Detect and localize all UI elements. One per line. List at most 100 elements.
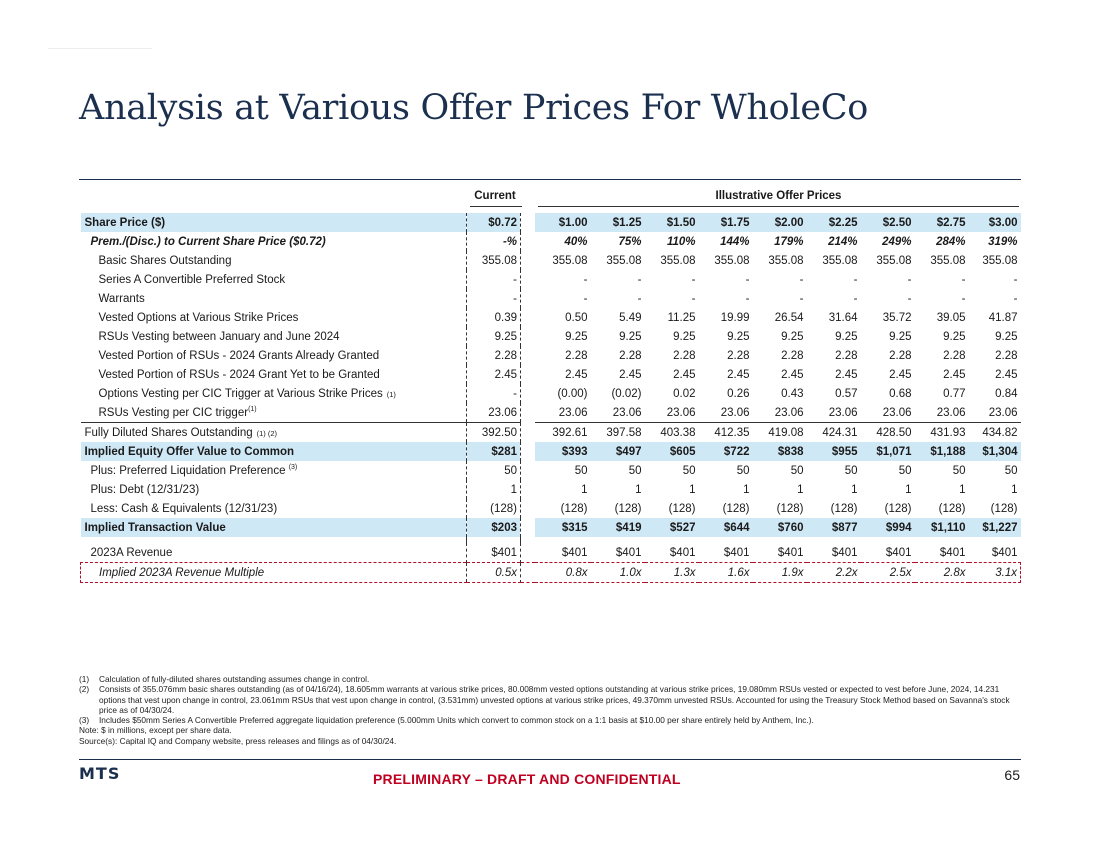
offer-value: 50 xyxy=(790,464,804,477)
offer-value: (128) xyxy=(668,502,696,515)
offer-value: - xyxy=(745,292,750,305)
row-cash: Less: Cash & Equivalents (12/31/23) (128… xyxy=(81,499,1021,518)
group-header-illustrative-underline xyxy=(538,206,1019,207)
offer-value: 355.08 xyxy=(606,254,642,267)
offer-value: 1 xyxy=(959,483,966,496)
offer-value: 2.28 xyxy=(835,349,858,362)
offer-value: 419.08 xyxy=(752,422,807,442)
offer-value: $955 xyxy=(806,442,861,461)
offer-value: $1.25 xyxy=(590,213,645,232)
row-rsus-jan-jun: RSUs Vesting between January and June 20… xyxy=(81,327,1021,346)
title-divider xyxy=(79,179,1021,180)
current-value: (128) xyxy=(466,499,521,518)
offer-value: 355.08 xyxy=(930,254,966,267)
offer-value: (128) xyxy=(938,502,966,515)
offer-value: (0.00) xyxy=(557,387,588,400)
offer-value: 9.25 xyxy=(781,330,804,343)
offer-value: 2.45 xyxy=(943,368,966,381)
offer-value: 9.25 xyxy=(565,330,588,343)
offer-value: $527 xyxy=(644,518,699,537)
offer-value: 39.05 xyxy=(936,311,966,324)
row-warrants: Warrants - - - - - - - - - - xyxy=(81,289,1021,308)
offer-value: 26.54 xyxy=(774,311,804,324)
row-options-cic: Options Vesting per CIC Trigger at Vario… xyxy=(81,384,1021,403)
offer-value: 428.50 xyxy=(860,422,915,442)
offer-value: 50 xyxy=(736,464,750,477)
page-title: Analysis at Various Offer Prices For Who… xyxy=(79,88,868,128)
offer-value: $2.00 xyxy=(752,213,807,232)
footer-divider xyxy=(79,759,1021,760)
offer-value: $760 xyxy=(752,518,807,537)
current-value: 355.08 xyxy=(466,251,521,270)
offer-value: - xyxy=(961,292,966,305)
offer-value: 214% xyxy=(828,235,858,248)
row-label: Options Vesting per CIC Trigger at Vario… xyxy=(98,387,396,400)
offer-value: (0.02) xyxy=(611,387,642,400)
offer-value: 9.25 xyxy=(619,330,642,343)
current-value: 23.06 xyxy=(466,403,521,423)
offer-value: $1.00 xyxy=(534,213,591,232)
offer-value: 9.25 xyxy=(995,330,1018,343)
offer-value: $1,188 xyxy=(914,442,969,461)
offer-value: $1,071 xyxy=(860,442,915,461)
footnote-ref: (3) xyxy=(288,463,298,471)
offer-value: 403.38 xyxy=(644,422,699,442)
offer-value: $3.00 xyxy=(968,213,1021,232)
row-premium: Prem./(Disc.) to Current Share Price ($0… xyxy=(81,232,1021,251)
row-fully-diluted-shares: Fully Diluted Shares Outstanding (1) (2) … xyxy=(80,422,1021,442)
offer-value: 2.45 xyxy=(995,368,1018,381)
offer-value: 284% xyxy=(936,235,966,248)
row-vested-options: Vested Options at Various Strike Prices … xyxy=(81,308,1021,327)
source-text: Source(s): Capital IQ and Company websit… xyxy=(79,735,397,746)
offer-value: 23.06 xyxy=(882,406,912,419)
offer-value: $838 xyxy=(752,442,807,461)
offer-value: 1.3x xyxy=(644,562,699,583)
offer-value: 2.28 xyxy=(781,349,804,362)
row-label: Basic Shares Outstanding xyxy=(98,254,232,267)
offer-value: $497 xyxy=(590,442,645,461)
row-rsus-already-granted: Vested Portion of RSUs - 2024 Grants Alr… xyxy=(81,346,1021,365)
offer-value: 1 xyxy=(851,483,858,496)
current-value: 392.50 xyxy=(466,422,521,442)
offer-value: 50 xyxy=(628,464,642,477)
offer-value: $401 xyxy=(669,546,696,559)
offer-value: $393 xyxy=(534,442,591,461)
offer-value: 2.45 xyxy=(781,368,804,381)
offer-value: $1,227 xyxy=(968,518,1021,537)
offer-value: 0.43 xyxy=(781,387,804,400)
group-header-illustrative: Illustrative Offer Prices xyxy=(715,190,842,202)
offer-value: - xyxy=(583,273,588,286)
row-label: Plus: Debt (12/31/23) xyxy=(90,483,200,496)
offer-value: 1 xyxy=(581,483,588,496)
confidential-banner: PRELIMINARY – DRAFT AND CONFIDENTIAL xyxy=(373,771,681,787)
row-rsus-cic: RSUs Vesting per CIC trigger(1) 23.06 23… xyxy=(81,403,1021,423)
offer-value: 9.25 xyxy=(889,330,912,343)
offer-value: 319% xyxy=(988,235,1018,248)
row-basic-shares: Basic Shares Outstanding 355.08 355.08 3… xyxy=(81,251,1021,270)
offer-value: $401 xyxy=(939,546,966,559)
row-rsus-yet-to-grant: Vested Portion of RSUs - 2024 Grant Yet … xyxy=(81,365,1021,384)
offer-value: 2.5x xyxy=(860,562,915,583)
offer-value: 9.25 xyxy=(727,330,750,343)
offer-price-analysis-table: Share Price ($) $0.72 $1.00 $1.25 $1.50 … xyxy=(80,213,1021,583)
offer-value: 23.06 xyxy=(936,406,966,419)
offer-value: 23.06 xyxy=(988,406,1018,419)
row-label: RSUs Vesting per CIC trigger(1) xyxy=(98,405,257,419)
footnote-ref: (1) (2) xyxy=(256,428,278,438)
offer-value: (128) xyxy=(990,502,1018,515)
offer-value: $722 xyxy=(698,442,753,461)
offer-value: 0.84 xyxy=(995,387,1018,400)
offer-value: $1,110 xyxy=(914,518,969,537)
offer-value: - xyxy=(907,292,912,305)
offer-value: 1.6x xyxy=(698,562,753,583)
offer-value: 9.25 xyxy=(673,330,696,343)
row-debt: Plus: Debt (12/31/23) 1 1 1 1 1 1 1 1 1 … xyxy=(81,480,1021,499)
offer-value: 50 xyxy=(952,464,966,477)
offer-value: $401 xyxy=(723,546,750,559)
footnote-text: Calculation of fully-diluted shares outs… xyxy=(99,674,370,684)
footnote-number: (2) xyxy=(79,684,90,695)
offer-value: 9.25 xyxy=(835,330,858,343)
footnote-text: Consists of 355.076mm basic shares outst… xyxy=(99,684,1010,715)
offer-value: 2.28 xyxy=(673,349,696,362)
offer-value: 1 xyxy=(797,483,804,496)
